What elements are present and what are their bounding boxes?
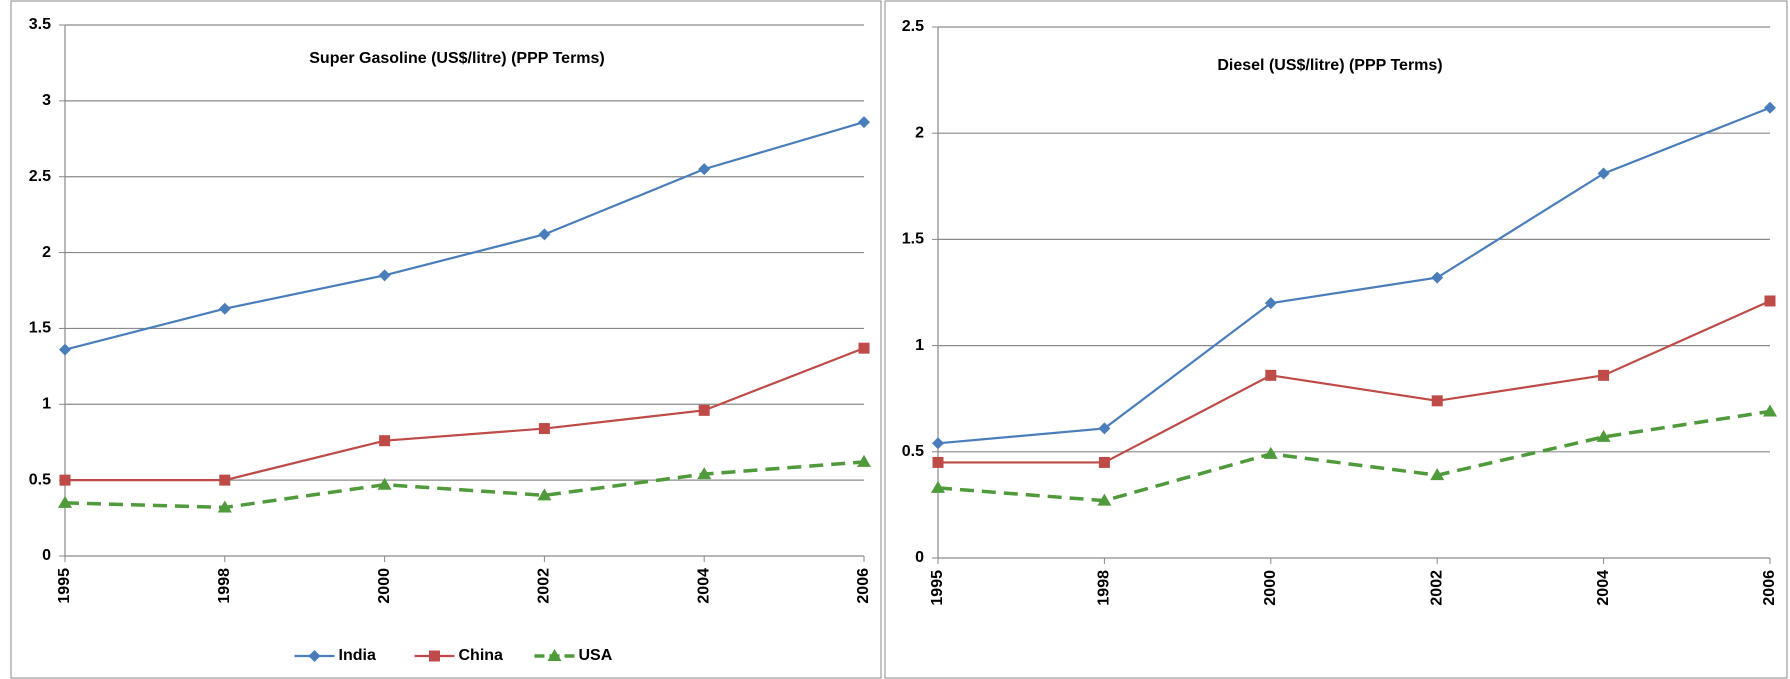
marker bbox=[698, 163, 711, 176]
y-tick-label: 3.5 bbox=[29, 16, 51, 33]
x-tick-label: 2004 bbox=[1595, 570, 1612, 606]
x-tick-label: 1995 bbox=[929, 570, 946, 606]
marker bbox=[1598, 369, 1610, 381]
panel-border bbox=[10, 0, 882, 679]
y-tick-label: 1.5 bbox=[902, 231, 924, 248]
panel-border bbox=[884, 0, 1788, 679]
legend-marker bbox=[547, 649, 562, 661]
series-line bbox=[64, 460, 865, 510]
x-tick-label: 2002 bbox=[536, 568, 553, 604]
marker bbox=[698, 404, 710, 416]
x-tick-label: 2006 bbox=[1761, 570, 1778, 606]
x-tick-label: 2002 bbox=[1428, 570, 1445, 606]
y-tick-label: 2.5 bbox=[902, 18, 924, 35]
y-tick-label: 1.5 bbox=[29, 320, 51, 337]
marker bbox=[1764, 295, 1776, 307]
x-tick-label: 1998 bbox=[1096, 570, 1113, 606]
marker bbox=[931, 480, 945, 493]
y-tick-label: 2 bbox=[915, 124, 924, 141]
chart-title: Super Gasoline (US$/litre) (PPP Terms) bbox=[309, 50, 605, 67]
y-tick-label: 2.5 bbox=[29, 168, 51, 185]
y-tick-label: 2 bbox=[42, 244, 51, 261]
marker bbox=[857, 454, 871, 467]
marker bbox=[378, 269, 391, 282]
y-tick-label: 0.5 bbox=[29, 471, 51, 488]
marker bbox=[1263, 446, 1278, 459]
legend-marker bbox=[429, 650, 440, 662]
marker bbox=[217, 500, 232, 513]
legend-label: India bbox=[339, 647, 376, 664]
marker bbox=[1097, 493, 1112, 506]
series-line bbox=[938, 299, 1771, 464]
marker bbox=[858, 342, 870, 354]
series-line bbox=[65, 347, 865, 482]
legend-label: USA bbox=[579, 647, 613, 664]
x-tick-label: 2004 bbox=[695, 568, 712, 604]
marker bbox=[1430, 468, 1445, 481]
chart-title: Diesel (US$/litre) (PPP Terms) bbox=[1217, 57, 1442, 74]
marker bbox=[1596, 429, 1611, 442]
marker bbox=[932, 437, 944, 450]
marker bbox=[59, 474, 71, 486]
marker bbox=[1098, 422, 1111, 435]
y-tick-label: 1 bbox=[42, 396, 51, 413]
marker bbox=[538, 423, 550, 435]
x-tick-label: 2000 bbox=[376, 568, 393, 604]
marker bbox=[932, 456, 944, 468]
marker bbox=[1431, 271, 1444, 284]
marker bbox=[1431, 395, 1443, 407]
x-tick-label: 1995 bbox=[56, 568, 73, 604]
marker bbox=[1764, 101, 1776, 114]
y-tick-label: 0.5 bbox=[902, 443, 924, 460]
series-line bbox=[937, 409, 1771, 503]
marker bbox=[537, 488, 552, 501]
marker bbox=[219, 474, 231, 486]
marker bbox=[377, 477, 392, 490]
marker bbox=[1763, 404, 1777, 417]
marker bbox=[218, 302, 231, 315]
marker bbox=[697, 467, 712, 480]
marker bbox=[858, 116, 870, 129]
marker bbox=[1264, 297, 1277, 310]
marker bbox=[1597, 167, 1610, 180]
y-tick-label: 0 bbox=[42, 547, 51, 564]
series-line bbox=[64, 121, 865, 351]
y-tick-label: 0 bbox=[915, 549, 924, 566]
legend-marker bbox=[308, 650, 321, 662]
marker bbox=[1265, 369, 1277, 381]
y-tick-label: 1 bbox=[915, 337, 924, 354]
x-tick-label: 1998 bbox=[216, 568, 233, 604]
x-tick-label: 2000 bbox=[1262, 570, 1279, 606]
legend-label: China bbox=[459, 647, 504, 664]
series-line bbox=[937, 106, 1771, 445]
x-tick-label: 2006 bbox=[855, 568, 872, 604]
marker bbox=[379, 435, 391, 447]
y-tick-label: 3 bbox=[42, 92, 51, 109]
marker bbox=[59, 343, 71, 356]
marker bbox=[538, 228, 551, 241]
marker bbox=[58, 495, 72, 508]
marker bbox=[1098, 456, 1110, 468]
